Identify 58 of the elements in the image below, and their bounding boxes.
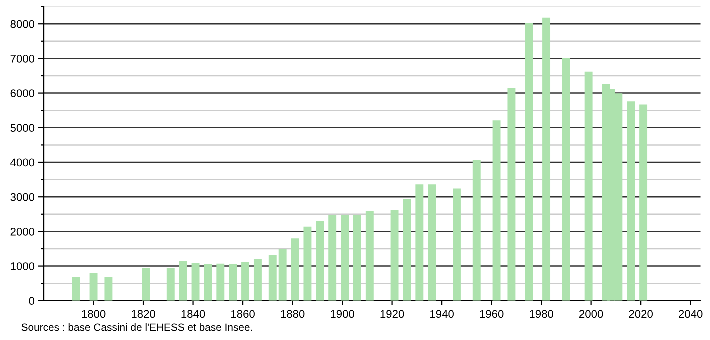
y-tick-label: 1000 — [11, 262, 35, 270]
y-tick-label: 8000 — [10, 20, 35, 28]
bar — [192, 263, 200, 301]
bar — [472, 160, 481, 301]
bar — [508, 88, 516, 301]
bar — [179, 261, 188, 301]
x-tick-label: 1980 — [530, 310, 554, 318]
source-note: Sources : base Cassini de l'EHESS et base Insee. — [22, 323, 252, 332]
bar — [584, 72, 593, 301]
bar — [166, 268, 175, 301]
x-tick-label: 1900 — [331, 310, 354, 318]
bar — [627, 102, 636, 301]
x-tick-label: 1940 — [430, 310, 454, 318]
bar — [254, 259, 262, 301]
x-tick-label: 1920 — [380, 310, 404, 318]
bar — [640, 104, 648, 301]
bar — [72, 277, 80, 301]
y-tick-label: 0 — [29, 297, 35, 306]
bar — [229, 264, 238, 301]
bar — [525, 23, 534, 301]
x-tick-label: 1960 — [480, 310, 504, 318]
bar — [562, 58, 570, 301]
bar — [304, 226, 312, 301]
y-tick-label: 6000 — [10, 90, 35, 98]
bar — [291, 238, 300, 301]
bar — [416, 184, 424, 301]
bar — [353, 215, 362, 301]
bar — [390, 210, 399, 301]
bar — [328, 215, 337, 301]
x-tick-label: 1840 — [182, 310, 206, 318]
bar — [242, 262, 250, 301]
x-tick-label: 1800 — [82, 310, 106, 318]
bar — [341, 215, 350, 301]
bar — [452, 188, 461, 301]
bar — [278, 249, 287, 301]
x-tick-label: 2040 — [679, 310, 703, 318]
bar — [542, 18, 551, 301]
x-tick-label: 1820 — [132, 310, 156, 318]
y-tick-label: 2000 — [10, 228, 35, 236]
bar — [268, 255, 277, 301]
x-tick-label: 1860 — [232, 310, 255, 318]
bar — [90, 273, 98, 301]
y-tick-label: 3000 — [10, 193, 35, 202]
x-tick-label: 2000 — [580, 310, 604, 318]
x-tick-label: 1880 — [281, 310, 305, 318]
bar — [316, 221, 324, 301]
bar — [492, 120, 501, 301]
bar — [204, 264, 212, 301]
y-tick-label: 4000 — [10, 158, 35, 167]
x-tick-label: 2020 — [629, 310, 653, 318]
bar — [428, 184, 436, 301]
bar — [216, 264, 225, 301]
bar — [403, 199, 412, 301]
bar — [142, 268, 150, 301]
y-tick-label: 5000 — [10, 124, 35, 132]
y-tick-label: 7000 — [10, 54, 35, 63]
bar — [366, 211, 374, 301]
bar — [104, 277, 113, 301]
